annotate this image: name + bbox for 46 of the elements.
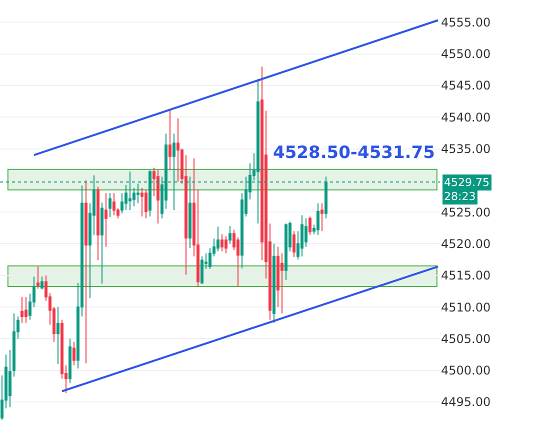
- candlestick: [220, 234, 224, 252]
- y-tick-label: 4535.00: [441, 142, 491, 156]
- candlestick: [104, 192, 108, 248]
- candlestick: [100, 202, 104, 284]
- y-tick-label: 4545.00: [441, 78, 491, 93]
- candlestick: [96, 186, 100, 261]
- y-tick-label: 4520.00: [441, 236, 491, 251]
- candlestick: [284, 222, 288, 280]
- candlestick: [108, 192, 112, 218]
- candlestick: [84, 180, 88, 364]
- candlestick: [36, 266, 40, 290]
- candlestick: [176, 118, 180, 182]
- y-tick-label: 4550.00: [441, 47, 491, 62]
- ref-line-label: 4529.75: [444, 176, 490, 189]
- candlestick: [72, 341, 76, 366]
- candlestick: [56, 306, 60, 365]
- candlestick: [40, 276, 44, 290]
- y-tick-label: 4495.00: [441, 395, 491, 410]
- candlestick: [144, 189, 148, 219]
- candlestick: [168, 110, 172, 171]
- candlestick: [68, 338, 72, 384]
- candlestick: [308, 216, 312, 236]
- y-tick-label: 4500.00: [441, 364, 491, 378]
- candlestick: [140, 188, 144, 218]
- candlestick: [156, 170, 160, 224]
- candlestick: [272, 243, 276, 324]
- candlestick: [292, 230, 296, 258]
- y-tick-label: 4510.00: [441, 300, 491, 314]
- candlestick: [228, 226, 232, 244]
- candlestick: [320, 202, 324, 232]
- y-tick-label: 4540.00: [441, 110, 491, 124]
- text: 28:23: [444, 190, 476, 203]
- candlestick: [8, 350, 12, 408]
- y-tick-label: 4525.00: [441, 205, 491, 220]
- candlestick: [20, 296, 24, 324]
- y-tick-label: 4505.00: [441, 332, 491, 346]
- candlestick: [300, 214, 304, 257]
- candlestick: [112, 192, 116, 216]
- candlestick: [316, 202, 320, 236]
- y-tick-label: 4555.00: [441, 15, 491, 30]
- candlestick: [24, 296, 28, 324]
- y-tick-label: 4515.00: [441, 268, 491, 283]
- candlestick: [224, 236, 228, 254]
- candlestick: [200, 256, 204, 284]
- annotation: 4528.50-4531.75: [273, 143, 435, 163]
- candlestick: [12, 312, 16, 378]
